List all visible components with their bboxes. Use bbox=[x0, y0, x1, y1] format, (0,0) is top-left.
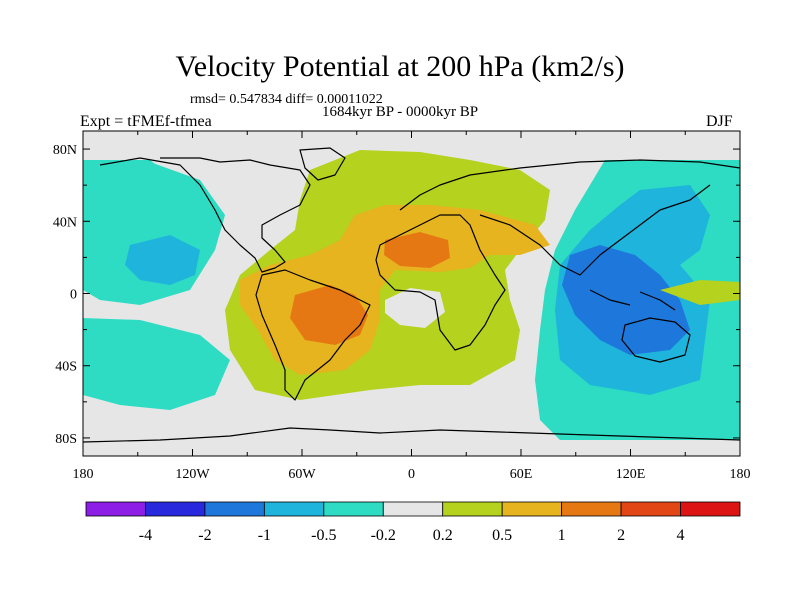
colorbar-swatch bbox=[620, 501, 681, 517]
y-tick-label: 40S bbox=[55, 360, 77, 375]
coastline-north-america bbox=[99, 157, 311, 273]
colorbar-label: 1 bbox=[558, 527, 566, 544]
x-tick-label: 180 bbox=[73, 467, 94, 482]
colorbar-swatch bbox=[85, 501, 146, 517]
x-tick-label: 0 bbox=[408, 467, 415, 482]
coastlines bbox=[83, 147, 740, 443]
x-tick-label: 60W bbox=[288, 467, 316, 482]
green-region-north-pacific bbox=[660, 280, 740, 305]
period-label: 1684kyr BP - 0000kyr BP bbox=[322, 104, 479, 120]
colorbar-swatch bbox=[204, 501, 265, 517]
colorbar-label: -0.5 bbox=[311, 527, 336, 544]
cyan-region-arctic-west bbox=[83, 160, 165, 185]
blue-region-maritime-continent bbox=[562, 245, 690, 355]
colorbar-swatch bbox=[680, 501, 741, 517]
colorbar-label: 0.5 bbox=[492, 527, 512, 544]
darkorange-region-north-africa bbox=[384, 232, 450, 268]
y-tick-label: 0 bbox=[70, 288, 77, 303]
y-axis: 80N 40N 0 40S 80S bbox=[53, 143, 740, 447]
x-tick-label: 120W bbox=[175, 467, 210, 482]
colorbar-label: 4 bbox=[677, 527, 685, 544]
colorbar-label: -1 bbox=[258, 527, 271, 544]
coastline-greenland bbox=[299, 147, 346, 181]
coastline-maritime-continent bbox=[589, 289, 676, 311]
coastline-asia-south bbox=[479, 184, 711, 276]
coastline-south-america bbox=[255, 269, 371, 401]
coastline-australia bbox=[621, 317, 691, 363]
contour-field bbox=[83, 131, 740, 456]
x-tick-label: 120E bbox=[616, 467, 646, 482]
colorbar-label: -4 bbox=[139, 527, 152, 544]
y-tick-label: 40N bbox=[53, 215, 77, 230]
colorbar-label: -2 bbox=[198, 527, 211, 544]
coastline-antarctica bbox=[83, 427, 740, 443]
colorbar-swatch bbox=[501, 501, 563, 517]
colorbar-swatch bbox=[145, 501, 206, 517]
season-label: DJF bbox=[706, 113, 733, 130]
x-axis: 180 120W 60W 0 60E 120E 180 bbox=[73, 131, 751, 482]
lightblue-region-east-pacific bbox=[125, 235, 200, 285]
coastline-eurasia-north bbox=[399, 159, 740, 211]
colorbar-label: 0.2 bbox=[433, 527, 453, 544]
stats-line: rmsd= 0.547834 diff= 0.00011022 bbox=[190, 92, 383, 107]
colorbar-label: 2 bbox=[617, 527, 625, 544]
colorbar-swatch bbox=[263, 501, 325, 517]
chart-title: Velocity Potential at 200 hPa (km2/s) bbox=[175, 50, 625, 83]
colorbar: -4 -2 -1 -0.5 -0.2 0.2 0.5 1 2 4 bbox=[85, 501, 741, 544]
experiment-label: Expt = tFMEf-tfmea bbox=[80, 113, 212, 130]
colorbar-swatch bbox=[561, 501, 622, 517]
cyan-region-southeast-pacific bbox=[83, 318, 230, 410]
x-tick-label: 180 bbox=[730, 467, 751, 482]
darkorange-region-south-america bbox=[290, 285, 368, 345]
colorbar-swatch bbox=[323, 501, 384, 517]
colorbar-swatch bbox=[382, 501, 444, 517]
coastline-europe-africa bbox=[375, 214, 506, 351]
y-tick-label: 80S bbox=[55, 432, 77, 447]
x-tick-label: 60E bbox=[510, 467, 533, 482]
colorbar-label: -0.2 bbox=[371, 527, 396, 544]
colorbar-swatch bbox=[442, 501, 503, 517]
y-tick-label: 80N bbox=[53, 143, 77, 158]
